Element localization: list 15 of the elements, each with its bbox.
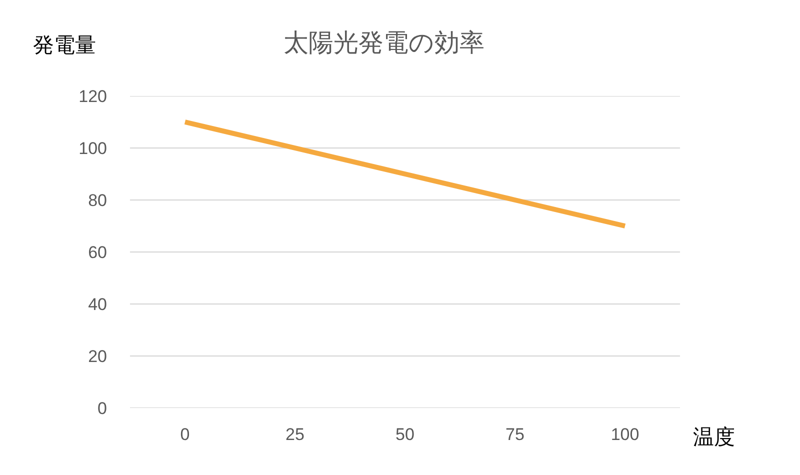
y-tick-label: 0	[98, 398, 107, 418]
y-tick-label: 20	[88, 346, 107, 366]
y-tick-label: 80	[88, 190, 107, 210]
y-tick-label: 100	[78, 138, 107, 158]
x-axis-title: 温度	[693, 426, 735, 449]
x-tick-label: 0	[180, 425, 190, 444]
y-tick-label: 40	[88, 294, 107, 314]
x-tick-label: 75	[506, 425, 524, 444]
x-tick-label: 25	[286, 425, 304, 444]
y-axis-title: 発電量	[33, 34, 96, 57]
x-tick-label: 50	[396, 425, 414, 444]
x-tick-label: 100	[610, 425, 640, 444]
chart-title: 太陽光発電の効率	[284, 28, 484, 57]
y-tick-label: 120	[78, 86, 107, 106]
y-tick-label: 60	[88, 242, 107, 262]
